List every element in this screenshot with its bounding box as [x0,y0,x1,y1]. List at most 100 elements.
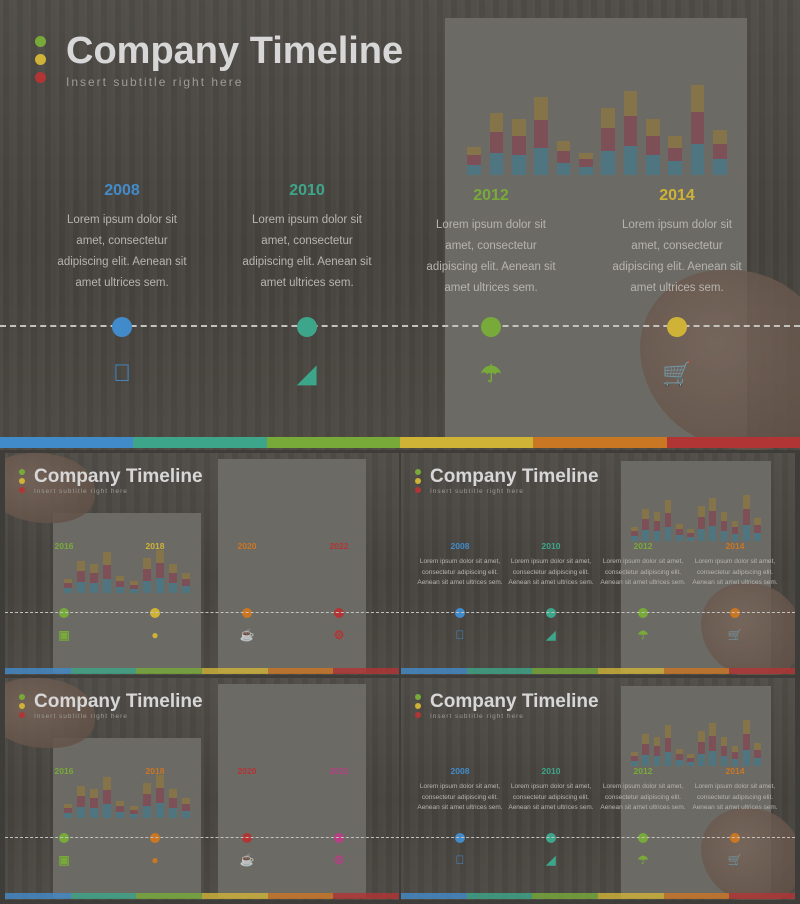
timeline-node [150,833,160,843]
background-bar-segment [720,512,728,521]
background-bar-segment [182,585,191,593]
background-bar-segment [142,580,151,593]
timeline-node [455,608,465,618]
background-bar-segment [631,535,638,541]
milestone-description: Lorem ipsum dolor sit amet, consectetur … [417,558,503,586]
milestone-description: Lorem ipsum dolor sit amet, consectetur … [612,219,742,294]
background-bar-segment [76,561,85,571]
milestone-description: Lorem ipsum dolor sit amet, consectetur … [600,558,686,586]
timeline-line [401,612,795,613]
milestone-year: 2014 [659,187,695,204]
milestone-description: Lorem ipsum dolor sit amet, consectetur … [426,219,556,294]
color-stripe [401,893,795,899]
milestone-year: 2010 [289,182,325,199]
dot-red [415,487,421,493]
background-resume-paper [218,684,366,898]
background-bar-segment [664,725,672,738]
timeline-line [401,837,795,838]
background-bar-segment [512,135,526,156]
stripe-segment [532,668,599,674]
background-bar-segment [731,520,739,527]
stripe-segment [266,437,400,448]
stripe-segment [333,668,399,674]
background-bar-segment [709,525,717,541]
background-bar-segment [156,787,164,803]
milestone-1: 2010 Lorem ipsum dolor sit amet, consecte… [505,766,597,814]
timeline-node [546,608,556,618]
stripe-segment [598,668,664,674]
background-bar-segment [690,112,705,144]
dot-red [415,712,421,718]
stripe-segment [401,668,467,674]
background-bar-chart [629,708,763,766]
stripe-segment [70,668,137,674]
stripe-segment [136,668,203,674]
background-bar-segment [129,806,138,810]
background-bar-segment [116,811,125,818]
color-stripe [5,668,399,674]
timeline-node [334,833,344,843]
dot-green [415,694,421,700]
background-bar-segment [103,552,112,565]
briefcase-icon: ▣ [58,853,70,867]
milestone-1: 2018 [109,766,201,782]
background-bar-segment [675,759,683,766]
background-bar-segment [698,731,705,742]
background-bar-segment [534,96,548,121]
dot-yellow [19,703,25,709]
background-bar-segment [182,810,191,818]
milestone-year: 2016 [54,766,74,776]
background-bar-segment [642,754,650,766]
background-bar-segment [698,516,705,529]
milestone-2: 2020 [201,541,293,557]
background-bar-segment [675,534,683,541]
stripe-segment [133,437,267,448]
stripe-segment [5,668,71,674]
milestone-year: 2014 [725,766,745,776]
dot-yellow [35,54,46,65]
background-bar-segment [698,741,705,754]
timeline-node [638,833,648,843]
milestone-year: 2010 [541,541,561,551]
background-resume-paper [218,459,366,673]
thumbnail-slide-4: Company Timeline Insert subtitle right he… [401,678,795,900]
background-bar-segment [63,582,72,588]
milestone-0: 2016 [18,766,110,782]
stripe-segment [401,893,467,899]
background-bar-segment [103,564,112,579]
background-bar-segment [182,797,191,804]
milestone-year: 2012 [633,766,653,776]
milestone-1: 2010 Lorem ipsum dolor sit amet, consecte… [242,182,372,294]
background-bar-segment [664,751,672,766]
background-bar-segment [103,777,112,790]
background-bar-chart [463,63,731,175]
title-dots [19,694,25,718]
background-bar-segment [642,734,650,744]
timeline-node [112,317,132,337]
background-bar-segment [142,805,151,818]
background-bar-segment [169,789,178,798]
background-bar-segment [631,760,638,766]
milestone-description: Lorem ipsum dolor sit amet, consectetur … [508,558,594,586]
background-bar-segment [63,803,72,808]
background-bar-segment [534,120,548,148]
background-bar-segment [653,745,661,756]
background-bar-segment [690,85,705,113]
background-bar-segment [754,749,761,758]
hand-image [701,583,795,675]
milestone-description: Lorem ipsum dolor sit amet, consectetur … [242,214,372,289]
stripe-segment [399,437,534,448]
background-bar-segment [467,155,481,166]
dot-yellow [415,703,421,709]
milestone-year: 2014 [725,541,745,551]
milestone-year: 2012 [633,541,653,551]
background-bar-segment [169,807,178,818]
background-bar-segment [720,755,728,766]
background-bar-segment [489,153,504,175]
background-bar-segment [731,758,739,766]
background-bar-segment [116,575,125,581]
background-bar-segment [653,530,661,541]
stripe-segment [663,893,730,899]
background-bar-segment [169,572,178,583]
stripe-segment [0,437,134,448]
